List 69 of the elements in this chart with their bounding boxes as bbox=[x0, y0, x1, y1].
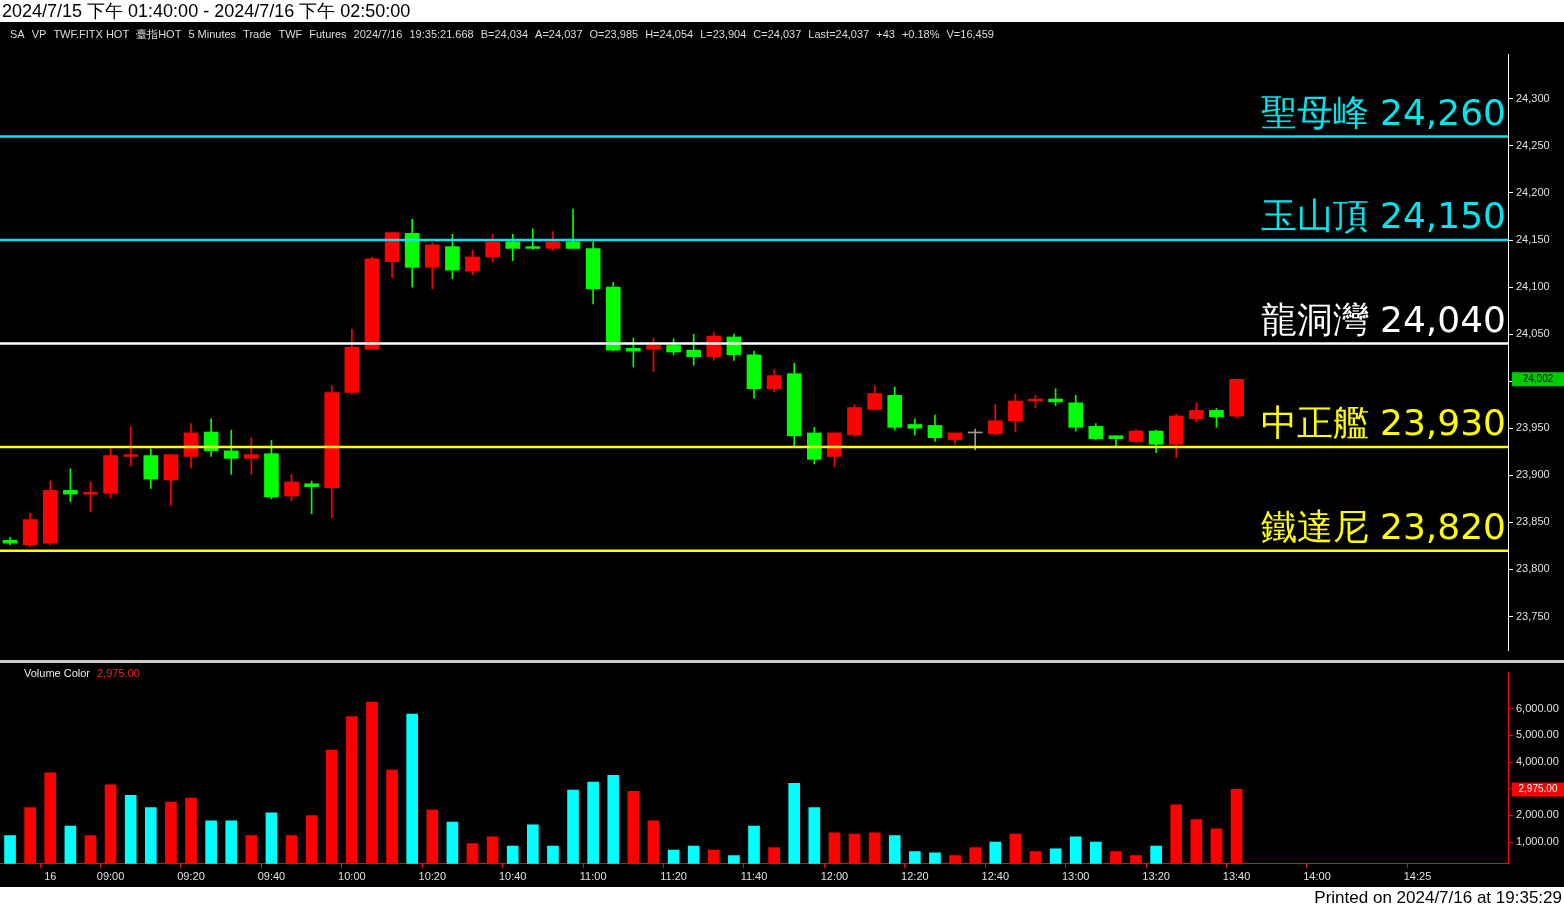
candlestick bbox=[565, 208, 581, 249]
ref-line-label: 聖母峰 24,260 bbox=[1260, 91, 1506, 133]
x-tick-label: 13:40 bbox=[1222, 870, 1251, 883]
y-tick-label: 23,850 bbox=[1516, 515, 1550, 528]
text: 2,975.00 bbox=[1518, 783, 1558, 795]
x-tick-label: 09:40 bbox=[257, 870, 286, 883]
ref-line-label: 鐵達尼 23,820 bbox=[1260, 505, 1506, 547]
candlestick bbox=[123, 426, 139, 467]
y-tick-label: 23,750 bbox=[1516, 609, 1550, 622]
y-tick-label: 23,800 bbox=[1516, 562, 1550, 575]
x-tick-label: 14:25 bbox=[1403, 870, 1432, 883]
text: C=24,037 bbox=[753, 28, 802, 40]
text: TWF.FITX HOT bbox=[53, 28, 130, 40]
x-tick-label: 10:20 bbox=[418, 870, 447, 883]
x-tick-label: 11:00 bbox=[579, 870, 607, 883]
y-tick-label: 24,300 bbox=[1516, 91, 1550, 104]
x-tick-label: 09:20 bbox=[177, 870, 205, 883]
text: L=23,904 bbox=[700, 28, 747, 40]
text: VP bbox=[31, 28, 47, 40]
text: SA bbox=[10, 28, 25, 40]
text: 5 Minutes bbox=[188, 28, 237, 40]
text: V=16,459 bbox=[946, 28, 994, 40]
annotation: 2,975.00 bbox=[97, 667, 140, 679]
text: TWF bbox=[278, 28, 303, 40]
y-tick-label: 6,000.00 bbox=[1516, 701, 1559, 714]
x-tick-label: 11:20 bbox=[660, 870, 687, 883]
text: H=24,054 bbox=[645, 28, 694, 40]
y-tick-label: 24,050 bbox=[1516, 327, 1550, 340]
ref-line-label: 玉山頂 24,150 bbox=[1260, 195, 1506, 237]
text: 臺指HOT bbox=[136, 28, 182, 40]
y-tick-label: 24,100 bbox=[1516, 280, 1550, 293]
x-tick-label: 11:40 bbox=[740, 870, 768, 883]
candlestick bbox=[223, 429, 239, 475]
text: Printed on 2024/7/16 at 19:35:29 bbox=[1314, 888, 1562, 907]
x-tick-label: 10:40 bbox=[498, 870, 527, 883]
x-tick-label: 12:20 bbox=[901, 870, 929, 883]
text: 24,002 bbox=[1522, 373, 1554, 385]
ref-line-label: 龍洞灣 24,040 bbox=[1260, 298, 1506, 340]
candlestick bbox=[525, 228, 541, 250]
x-tick-label: 16 bbox=[44, 870, 57, 883]
x-tick-label: 12:40 bbox=[981, 870, 1010, 883]
x-tick-label: 12:00 bbox=[820, 870, 849, 883]
x-tick-label: 09:00 bbox=[96, 870, 125, 883]
y-tick-label: 5,000.00 bbox=[1516, 728, 1559, 741]
text: B=24,034 bbox=[480, 28, 529, 40]
ref-line-label: 中正艦 23,930 bbox=[1260, 402, 1506, 444]
annotation: Volume Color bbox=[24, 667, 91, 679]
x-tick-label: 13:20 bbox=[1142, 870, 1170, 883]
text: Trade bbox=[243, 28, 272, 40]
y-tick-label: 4,000.00 bbox=[1516, 755, 1559, 768]
text: A=24,037 bbox=[535, 28, 583, 40]
text: +43 bbox=[876, 28, 895, 40]
y-tick-label: 24,200 bbox=[1516, 185, 1550, 198]
text: Futures bbox=[309, 28, 347, 40]
y-tick-label: 24,150 bbox=[1516, 233, 1550, 246]
x-tick-label: 13:00 bbox=[1061, 870, 1090, 883]
x-tick-label: 10:00 bbox=[338, 870, 366, 883]
y-tick-label: 23,950 bbox=[1516, 421, 1550, 434]
text: Last=24,037 bbox=[808, 28, 870, 40]
y-tick-label: 24,250 bbox=[1516, 138, 1550, 151]
y-tick-label: 23,900 bbox=[1516, 468, 1550, 481]
chart-title: 2024/7/15 下午 01:40:00 - 2024/7/16 下午 02:50:00 bbox=[0, 0, 1564, 22]
text: +0.18% bbox=[901, 28, 940, 40]
x-tick-label: 14:00 bbox=[1303, 870, 1331, 883]
y-tick-label: 1,000.00 bbox=[1516, 835, 1559, 848]
text: 19:35:21.668 bbox=[409, 28, 474, 40]
text: 2024/7/16 bbox=[353, 28, 403, 40]
text: O=23,985 bbox=[589, 28, 639, 40]
y-tick-label: 2,000.00 bbox=[1516, 808, 1559, 821]
